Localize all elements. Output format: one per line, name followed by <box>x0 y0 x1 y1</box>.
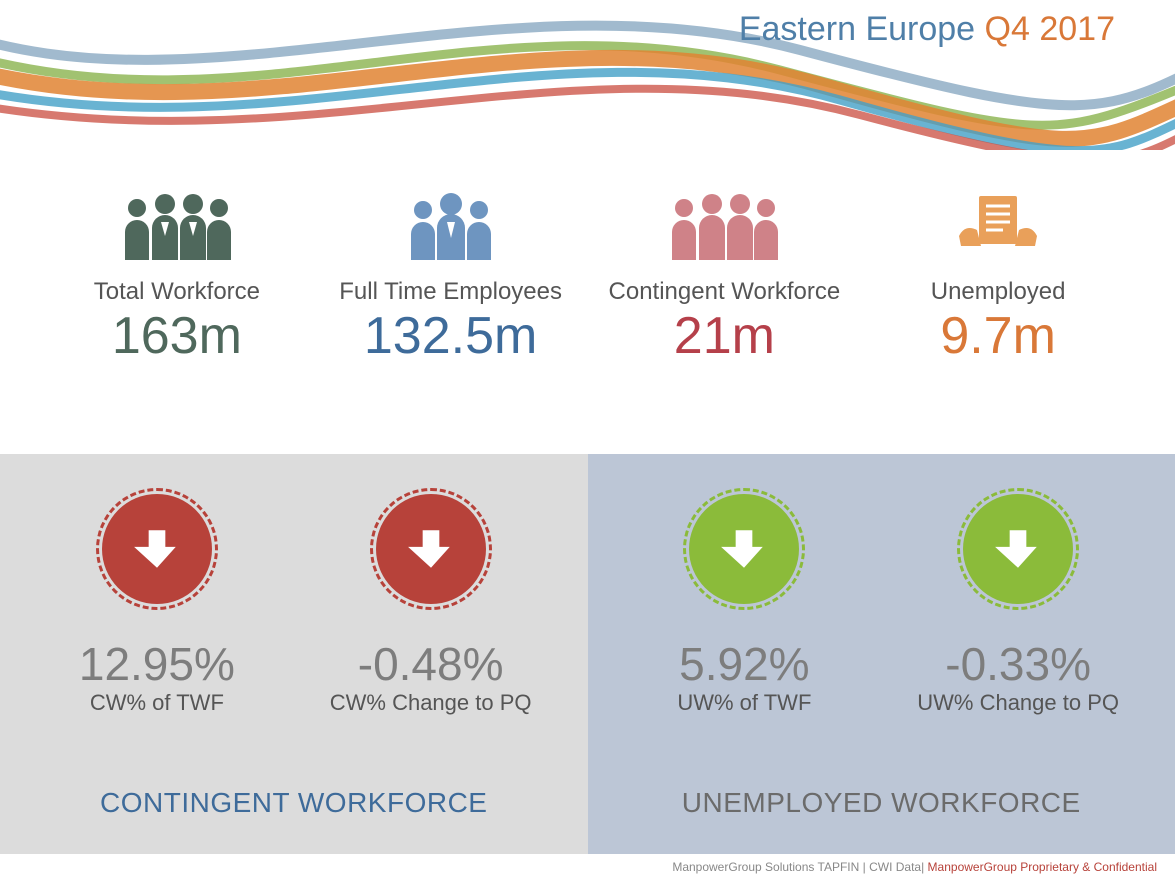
panel-contingent: 12.95% CW% of TWF -0.48% CW% Change to P… <box>0 454 588 854</box>
arrow-down-icon <box>102 494 212 604</box>
panel-unemployed: 5.92% UW% of TWF -0.33% UW% Change to PQ… <box>588 454 1175 854</box>
cw-of-twf: 12.95% CW% of TWF <box>20 494 294 716</box>
footer-confidential: ManpowerGroup Proprietary & Confidential <box>928 860 1157 874</box>
stat-total-workforce: Total Workforce 163m <box>40 180 314 362</box>
metric-value: 5.92% <box>608 639 882 690</box>
bottom-panels: 12.95% CW% of TWF -0.48% CW% Change to P… <box>0 454 1175 854</box>
metric-label: CW% of TWF <box>20 690 294 716</box>
top-stats-row: Total Workforce 163m Full Time Employees… <box>0 180 1175 362</box>
metric-value: 12.95% <box>20 639 294 690</box>
arrow-down-icon <box>689 494 799 604</box>
stat-value: 163m <box>40 310 314 362</box>
stat-contingent-workforce: Contingent Workforce 21m <box>588 180 862 362</box>
header: Eastern Europe Q4 2017 <box>0 0 1175 150</box>
footer: ManpowerGroup Solutions TAPFIN | CWI Dat… <box>672 860 1157 874</box>
stat-value: 9.7m <box>861 310 1135 362</box>
panel-title: CONTINGENT WORKFORCE <box>20 787 568 819</box>
metric-label: UW% Change to PQ <box>881 690 1155 716</box>
stat-label: Full Time Employees <box>314 278 588 306</box>
arrow-down-icon <box>963 494 1073 604</box>
uw-of-twf: 5.92% UW% of TWF <box>608 494 882 716</box>
metric-value: -0.48% <box>294 639 568 690</box>
page-title: Eastern Europe Q4 2017 <box>739 10 1115 49</box>
stat-label: Contingent Workforce <box>588 278 862 306</box>
stat-unemployed: Unemployed 9.7m <box>861 180 1135 362</box>
metric-label: UW% of TWF <box>608 690 882 716</box>
title-period: Q4 2017 <box>985 10 1115 48</box>
arrow-down-icon <box>376 494 486 604</box>
panel-title: UNEMPLOYED WORKFORCE <box>608 787 1156 819</box>
title-region: Eastern Europe <box>739 10 975 48</box>
stat-label: Unemployed <box>861 278 1135 306</box>
people-trio-icon <box>314 180 588 260</box>
stat-value: 21m <box>588 310 862 362</box>
uw-change-pq: -0.33% UW% Change to PQ <box>881 494 1155 716</box>
stat-label: Total Workforce <box>40 278 314 306</box>
people-group-alt-icon <box>588 180 862 260</box>
document-hands-icon <box>861 180 1135 260</box>
metric-value: -0.33% <box>881 639 1155 690</box>
cw-change-pq: -0.48% CW% Change to PQ <box>294 494 568 716</box>
stat-value: 132.5m <box>314 310 588 362</box>
stat-full-time-employees: Full Time Employees 132.5m <box>314 180 588 362</box>
people-group-icon <box>40 180 314 260</box>
footer-source: ManpowerGroup Solutions TAPFIN | CWI Dat… <box>672 860 921 874</box>
metric-label: CW% Change to PQ <box>294 690 568 716</box>
